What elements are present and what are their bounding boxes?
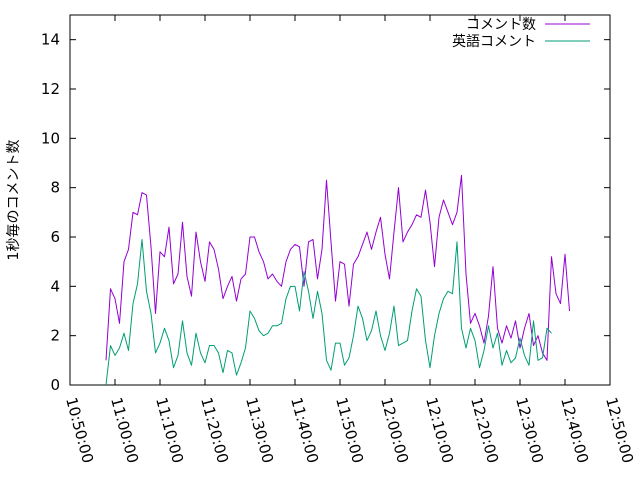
plot-frame — [69, 14, 611, 386]
x-tick-label: 12:30:00 — [512, 395, 547, 465]
x-tick-label: 12:00:00 — [377, 395, 412, 465]
x-tick-label: 12:40:00 — [557, 395, 592, 465]
x-tick-label: 11:50:00 — [332, 395, 367, 465]
series-line-2 — [105, 238, 552, 386]
y-tick-label: 4 — [50, 277, 60, 295]
x-tick-label: 10:50:00 — [62, 395, 97, 465]
y-axis-label: 1秒毎のコメント数 — [6, 140, 22, 261]
legend-label-1: コメント数 — [466, 17, 536, 33]
x-tick-label: 12:20:00 — [467, 395, 502, 465]
y-tick-label: 0 — [50, 376, 60, 394]
y-tick-label: 8 — [50, 179, 60, 197]
y-tick-label: 2 — [50, 327, 60, 345]
x-tick-label: 12:50:00 — [602, 395, 637, 465]
y-tick-label: 12 — [41, 80, 60, 98]
series-line-1 — [105, 174, 570, 361]
x-tick-label: 12:10:00 — [422, 395, 457, 465]
x-tick-label: 11:10:00 — [152, 395, 187, 465]
y-tick-label: 6 — [50, 228, 60, 246]
y-tick-label: 10 — [41, 129, 60, 147]
x-tick-label: 11:40:00 — [287, 395, 322, 465]
x-tick-label: 11:20:00 — [197, 395, 232, 465]
y-tick-label: 14 — [41, 31, 60, 49]
x-tick-label: 11:30:00 — [242, 395, 277, 465]
x-tick-label: 11:00:00 — [107, 395, 142, 465]
legend-label-2: 英語コメント — [452, 33, 536, 50]
